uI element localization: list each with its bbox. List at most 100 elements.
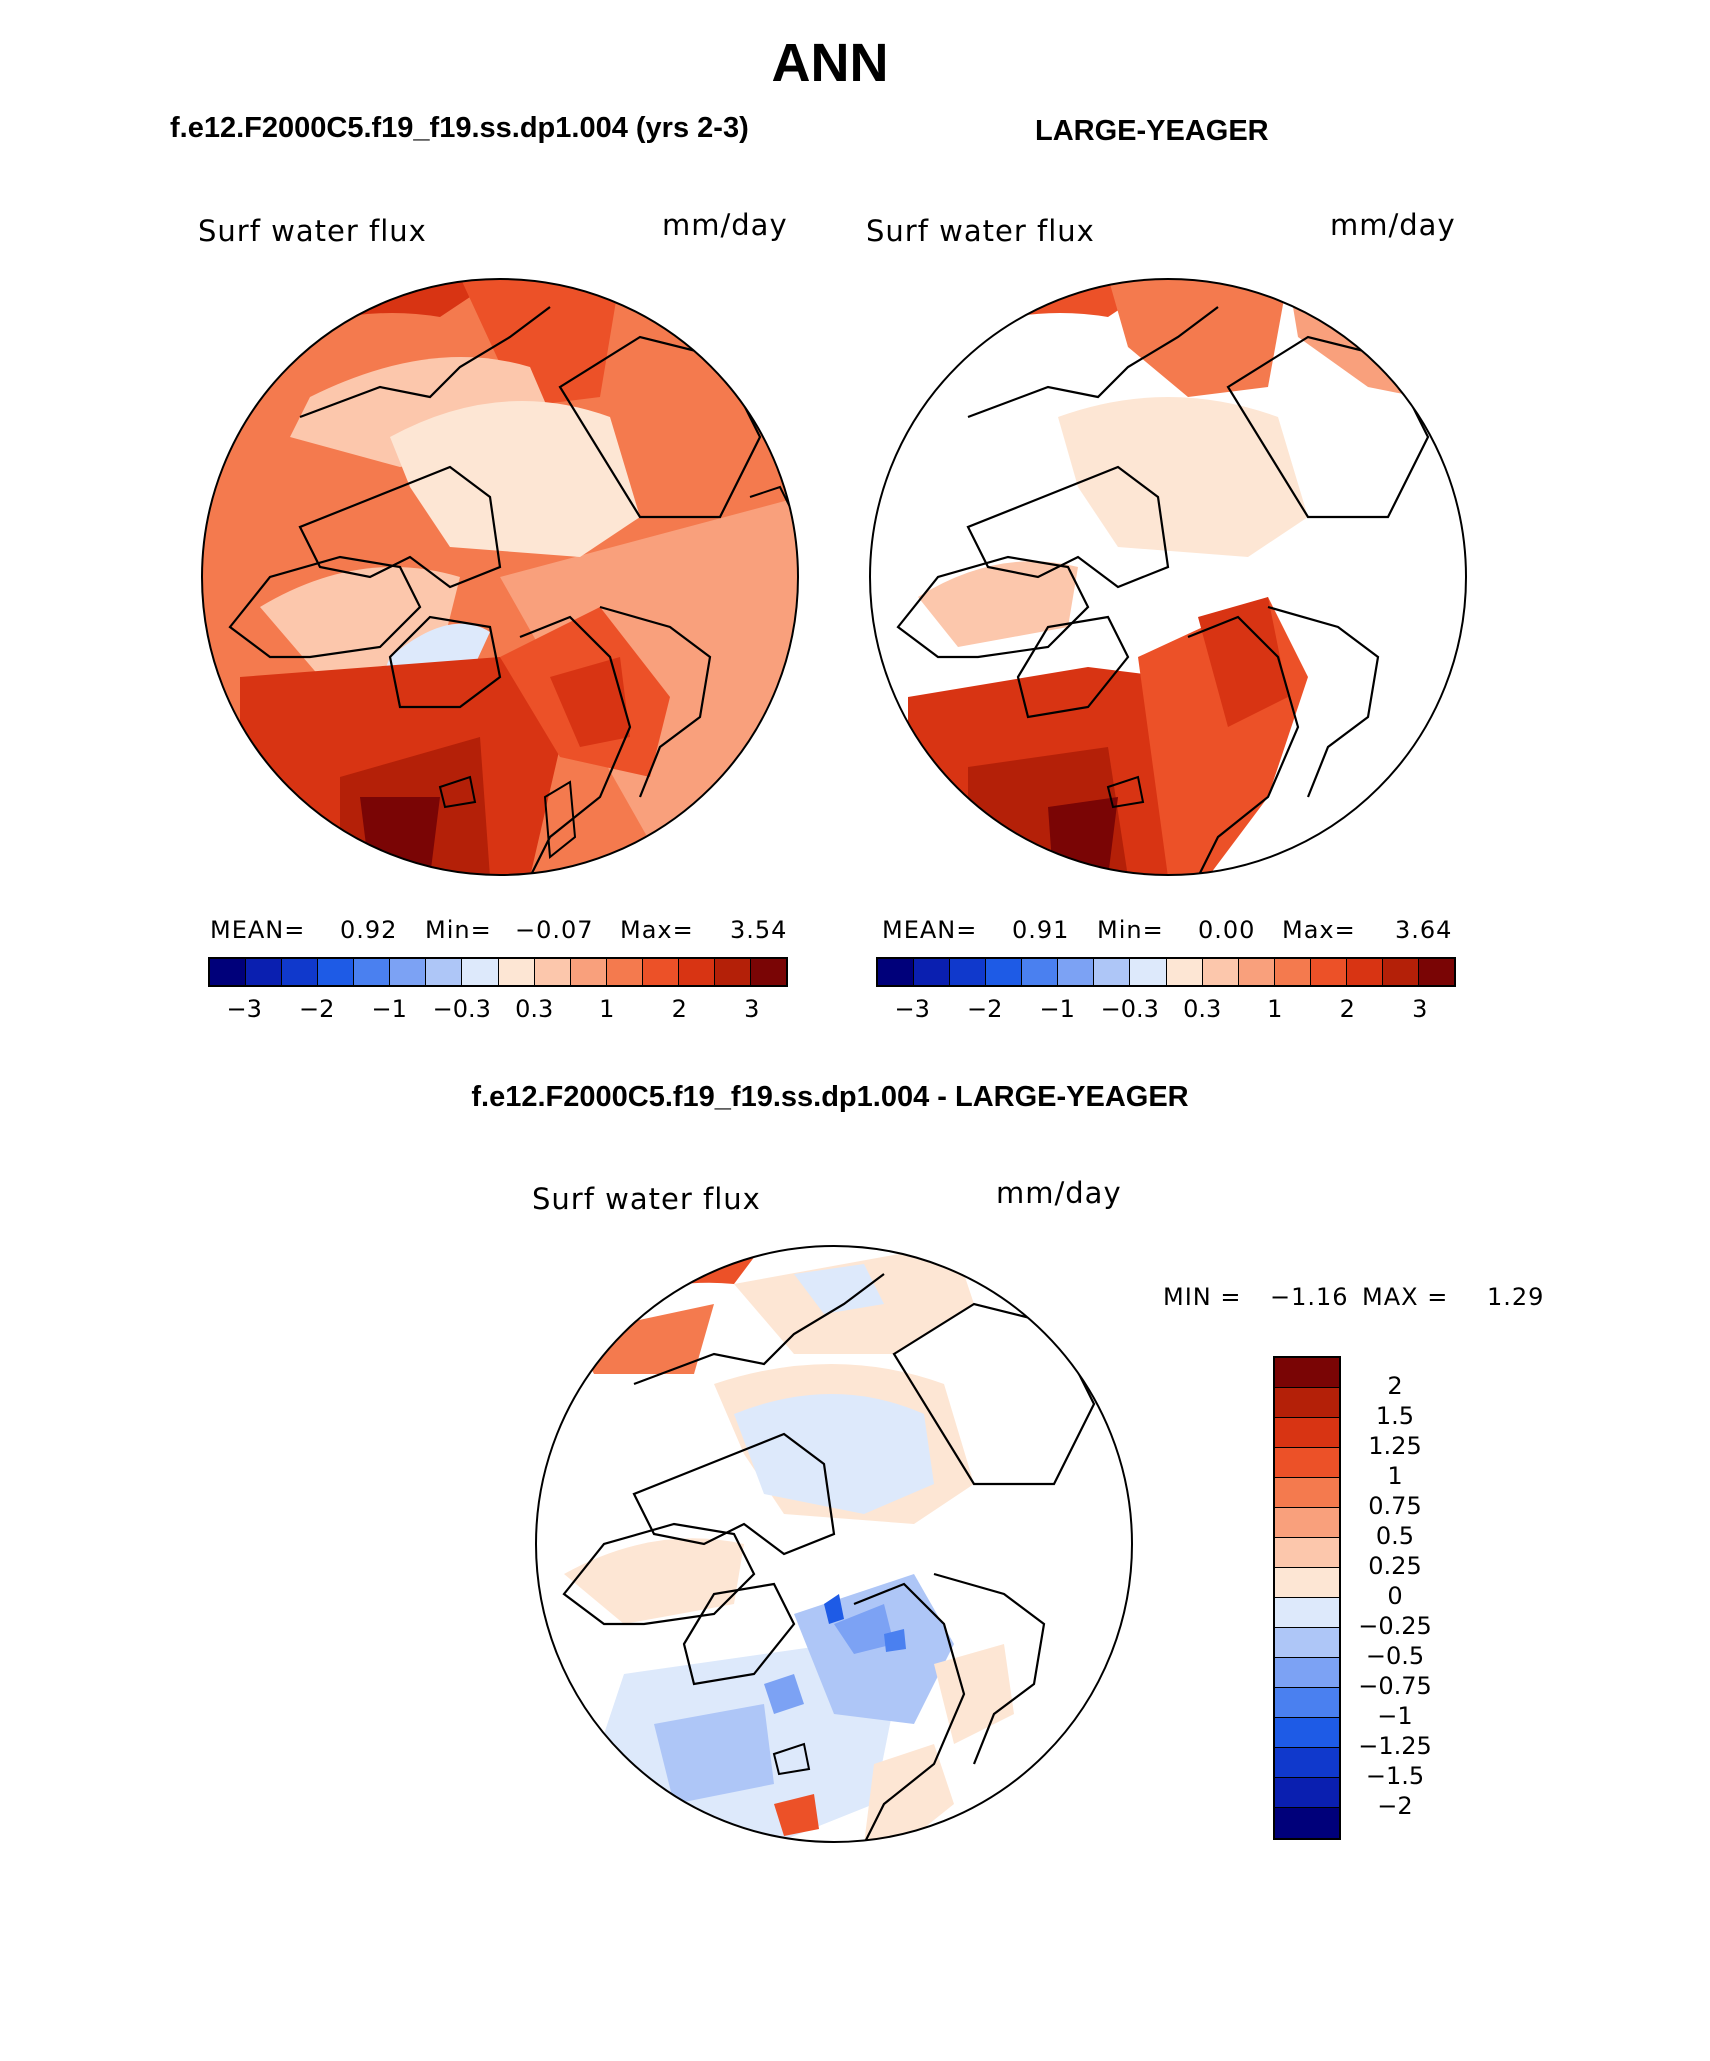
colorbar-cell <box>1058 959 1095 985</box>
colorbar-cell <box>462 959 499 985</box>
colorbar-cell <box>950 959 987 985</box>
colorbar-cell <box>1202 959 1239 985</box>
colorbar-cell <box>1275 1808 1339 1838</box>
colorbar-cell <box>390 959 427 985</box>
colorbar-cell <box>498 959 535 985</box>
diff-title: f.e12.F2000C5.f19_f19.ss.dp1.004 - LARGE… <box>471 1081 1189 1113</box>
colorbar-cell <box>1275 1658 1339 1688</box>
test-max-value: 3.54 <box>730 916 788 944</box>
colorbar-cell <box>1275 1568 1339 1598</box>
obs-variable-label: Surf water flux <box>866 214 1095 248</box>
test-min-label: Min= <box>425 916 492 944</box>
colorbar-cell <box>1274 959 1311 985</box>
colorbar-cell <box>282 959 319 985</box>
colorbar-tick-label: −0.3 <box>1100 995 1159 1023</box>
obs-units-label: mm/day <box>1330 208 1456 242</box>
colorbar-label: 1.25 <box>1368 1432 1422 1460</box>
obs-min-label: Min= <box>1097 916 1164 944</box>
colorbar-cell <box>534 959 571 985</box>
colorbar-cell <box>914 959 951 985</box>
colorbar-cell <box>318 959 355 985</box>
colorbar-tick-label: 1 <box>599 995 615 1023</box>
colorbar-label: −2 <box>1377 1792 1413 1820</box>
colorbar-cell <box>1166 959 1203 985</box>
colorbar-cell <box>606 959 643 985</box>
diff-min-label: MIN = <box>1163 1283 1242 1311</box>
colorbar-cell <box>426 959 463 985</box>
colorbar-cell <box>1275 1388 1339 1418</box>
colorbar-cell <box>1382 959 1419 985</box>
colorbar-tick-label: −0.3 <box>432 995 491 1023</box>
obs-colorbar <box>876 957 1456 987</box>
test-variable-label: Surf water flux <box>198 214 427 248</box>
colorbar-cell <box>986 959 1023 985</box>
obs-min-value: 0.00 <box>1198 916 1256 944</box>
colorbar-label: −1.5 <box>1365 1762 1425 1790</box>
obs-case-title: LARGE-YEAGER <box>1035 115 1269 147</box>
diff-min-value: −1.16 <box>1270 1283 1349 1311</box>
test-max-label: Max= <box>620 916 694 944</box>
colorbar-cell <box>1275 1538 1339 1568</box>
colorbar-tick-label: −1 <box>371 995 407 1023</box>
test-polar-map <box>201 278 799 876</box>
colorbar-cell <box>1275 1358 1339 1388</box>
colorbar-cell <box>246 959 283 985</box>
test-min-value: −0.07 <box>515 916 594 944</box>
obs-max-value: 3.64 <box>1395 916 1453 944</box>
diff-max-label: MAX = <box>1362 1283 1449 1311</box>
colorbar-tick-label: −3 <box>894 995 930 1023</box>
colorbar-tick-label: 3 <box>744 995 760 1023</box>
colorbar-label: −1.25 <box>1358 1732 1432 1760</box>
diff-variable-label: Surf water flux <box>532 1182 761 1216</box>
colorbar-cell <box>1275 1778 1339 1808</box>
obs-mean-label: MEAN= <box>882 916 978 944</box>
diff-units-label: mm/day <box>996 1176 1122 1210</box>
diff-max-value: 1.29 <box>1487 1283 1545 1311</box>
colorbar-cell <box>1275 1478 1339 1508</box>
test-case-title: f.e12.F2000C5.f19_f19.ss.dp1.004 (yrs 2-… <box>170 112 749 144</box>
colorbar-label: −1 <box>1377 1702 1413 1730</box>
colorbar-label: 1 <box>1387 1462 1403 1490</box>
colorbar-cell <box>1275 1688 1339 1718</box>
colorbar-cell <box>1275 1598 1339 1628</box>
colorbar-tick-label: −2 <box>967 995 1003 1023</box>
colorbar-cell <box>1275 1508 1339 1538</box>
colorbar-cell <box>714 959 751 985</box>
colorbar-cell <box>1022 959 1059 985</box>
colorbar-tick-label: −2 <box>299 995 335 1023</box>
colorbar-label: 0 <box>1387 1582 1403 1610</box>
colorbar-label: −0.5 <box>1365 1642 1425 1670</box>
obs-polar-map <box>869 278 1467 876</box>
colorbar-label: 0.25 <box>1368 1552 1422 1580</box>
obs-max-label: Max= <box>1282 916 1356 944</box>
colorbar-label: −0.25 <box>1358 1612 1432 1640</box>
colorbar-cell <box>1275 1628 1339 1658</box>
colorbar-cell <box>1094 959 1131 985</box>
colorbar-label: −0.75 <box>1358 1672 1432 1700</box>
test-mean-label: MEAN= <box>210 916 306 944</box>
colorbar-cell <box>878 959 915 985</box>
colorbar-tick-label: 3 <box>1412 995 1428 1023</box>
colorbar-label: 2 <box>1387 1372 1403 1400</box>
colorbar-cell <box>1238 959 1275 985</box>
colorbar-cell <box>354 959 391 985</box>
test-units-label: mm/day <box>662 208 788 242</box>
obs-mean-value: 0.91 <box>1012 916 1070 944</box>
test-mean-value: 0.92 <box>340 916 398 944</box>
colorbar-label: 0.5 <box>1375 1522 1415 1550</box>
colorbar-label: 0.75 <box>1368 1492 1422 1520</box>
page-title: ANN <box>771 33 889 93</box>
colorbar-cell <box>1130 959 1167 985</box>
colorbar-cell <box>1418 959 1454 985</box>
test-colorbar <box>208 957 788 987</box>
colorbar-cell <box>1310 959 1347 985</box>
colorbar-cell <box>1275 1748 1339 1778</box>
colorbar-cell <box>1275 1718 1339 1748</box>
colorbar-cell <box>570 959 607 985</box>
colorbar-tick-label: −1 <box>1039 995 1075 1023</box>
colorbar-tick-label: 0.3 <box>1183 995 1222 1023</box>
colorbar-cell <box>750 959 786 985</box>
colorbar-label: 1.5 <box>1375 1402 1415 1430</box>
colorbar-tick-label: 2 <box>1339 995 1355 1023</box>
colorbar-cell <box>210 959 247 985</box>
